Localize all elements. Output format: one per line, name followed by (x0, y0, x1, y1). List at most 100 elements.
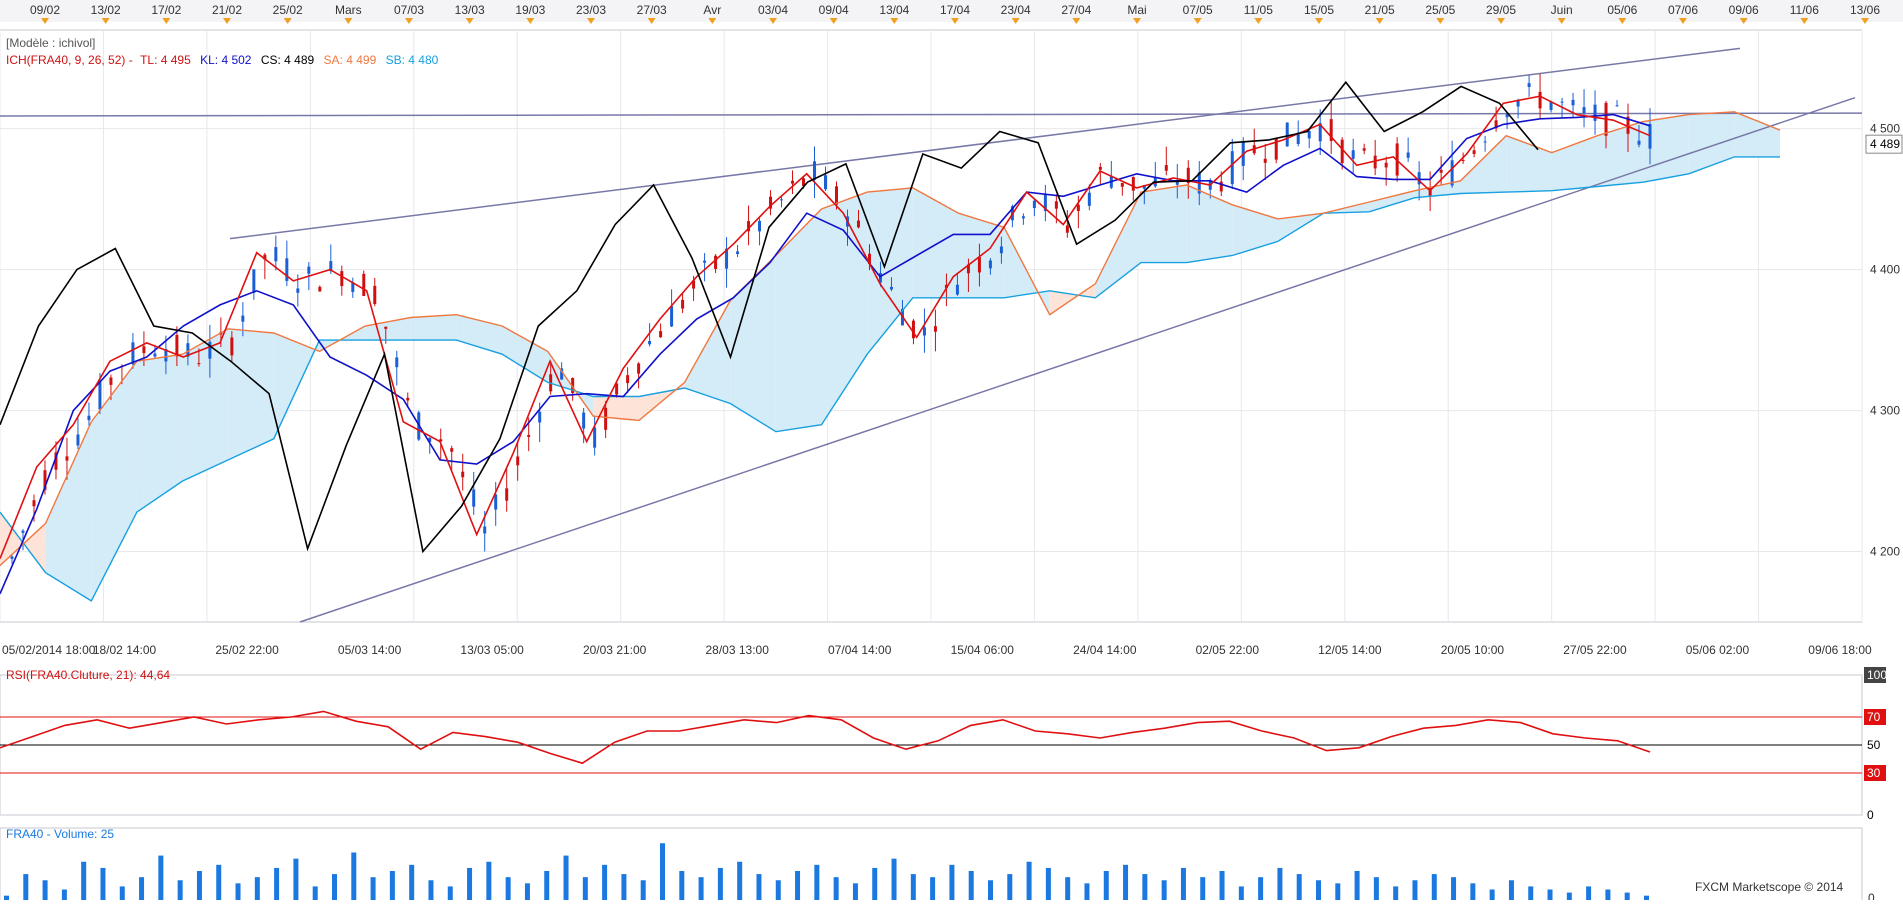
volume-bar (312, 886, 318, 905)
horizontal-resistance-line[interactable] (0, 112, 1863, 117)
kijun-line (0, 113, 1651, 595)
candle-body (208, 341, 212, 359)
candle-body (988, 260, 992, 269)
cloud-segment (410, 314, 457, 341)
candle-body (1483, 141, 1487, 143)
volume-bar (1644, 895, 1649, 905)
event-marker-icon[interactable] (223, 18, 231, 24)
candle-body (944, 284, 948, 289)
event-marker-icon[interactable] (647, 18, 656, 24)
volume-bar (910, 874, 916, 905)
volume-bar (216, 864, 222, 905)
volume-bar (660, 843, 665, 905)
event-marker-icon[interactable] (1254, 18, 1263, 24)
x-tick-label: 27/05 22:00 (1563, 643, 1627, 657)
top-date-label: 13/04 (879, 3, 909, 17)
event-marker-icon[interactable] (1618, 18, 1627, 24)
candle-body (1406, 152, 1410, 158)
volume-bar (1335, 883, 1341, 905)
event-marker-icon[interactable] (890, 18, 899, 24)
cloud-segment (502, 326, 548, 383)
top-date-label: 27/03 (637, 3, 667, 17)
event-marker-icon[interactable] (465, 18, 474, 24)
event-marker-icon[interactable] (769, 18, 777, 24)
top-date-label: Mars (335, 3, 362, 17)
event-marker-icon[interactable] (1011, 18, 1020, 24)
cloud-segment (1004, 227, 1050, 315)
event-marker-icon[interactable] (1800, 18, 1809, 24)
rsi-level-tag (1864, 667, 1886, 683)
volume-bar (505, 877, 511, 905)
event-marker-icon[interactable] (951, 18, 959, 24)
event-marker-icon[interactable] (1375, 18, 1384, 24)
tenkan-line (0, 95, 1651, 559)
y-tick-label: 4 200 (1870, 545, 1900, 559)
candle-body (10, 556, 14, 559)
volume-bar (428, 880, 434, 905)
trendlines[interactable] (0, 47, 1863, 623)
candle-body (714, 255, 718, 269)
volume-bar (1200, 877, 1206, 905)
x-tick-label: 05/06 02:00 (1686, 643, 1750, 657)
volume-bar (1489, 889, 1495, 905)
event-marker-icon[interactable] (1679, 18, 1687, 24)
candle-body (637, 363, 641, 374)
top-date-label: 03/04 (758, 3, 788, 17)
event-marker-icon[interactable] (344, 18, 353, 24)
cloud-segment (1597, 121, 1644, 187)
candle-body (351, 282, 355, 293)
rsi-level-tag (1864, 709, 1886, 725)
volume-bar (621, 874, 627, 905)
model-label: [Modèle : ichivol] (6, 36, 96, 50)
cloud-segment (730, 255, 776, 432)
candle-body (1582, 107, 1586, 114)
event-marker-icon[interactable] (1072, 18, 1081, 24)
cloud-segment (1506, 135, 1552, 193)
senkou-b-line (0, 156, 1780, 602)
event-marker-icon[interactable] (587, 18, 595, 24)
event-marker-icon[interactable] (829, 18, 838, 24)
candle-body (1417, 172, 1421, 185)
volume-bar (833, 877, 839, 905)
candle-body (131, 342, 135, 365)
volume-tick-label: 0 (1868, 891, 1875, 900)
candle-body (1230, 151, 1234, 185)
event-marker-icon[interactable] (1133, 18, 1141, 24)
event-marker-icon[interactable] (1739, 18, 1748, 24)
event-marker-icon[interactable] (1497, 18, 1505, 24)
volume-bar (177, 880, 183, 905)
top-date-label: 07/06 (1668, 3, 1698, 17)
volume-bar (1142, 874, 1148, 905)
event-marker-icon[interactable] (1315, 18, 1323, 24)
volume-bar (524, 883, 530, 905)
event-marker-icon[interactable] (283, 18, 292, 24)
top-date-label: 07/03 (394, 3, 424, 17)
event-marker-icon[interactable] (1861, 18, 1869, 24)
event-marker-icon[interactable] (101, 18, 110, 24)
candle-body (1549, 101, 1553, 110)
event-marker-icon[interactable] (1193, 18, 1202, 24)
event-marker-icon[interactable] (526, 18, 535, 24)
event-marker-icon[interactable] (41, 18, 49, 24)
upper-trendline[interactable] (229, 47, 1741, 240)
candle-body (1373, 155, 1377, 169)
event-marker-icon[interactable] (162, 18, 171, 24)
candle-body (670, 306, 674, 327)
rsi-panel: 0 30 50 70 100 (0, 667, 1887, 823)
candle-body (142, 346, 146, 354)
event-marker-icon[interactable] (1436, 18, 1445, 24)
volume-bar (1277, 867, 1283, 905)
lower-trendline[interactable] (299, 96, 1856, 623)
event-marker-icon[interactable] (405, 18, 413, 24)
ichimoku-legend: ICH(FRA40, 9, 26, 52) - TL: 4 495 KL: 4 … (6, 53, 438, 67)
volume-bar (100, 867, 106, 905)
event-marker-icon[interactable] (708, 18, 717, 24)
event-marker-icon[interactable] (1557, 18, 1566, 24)
candle-body (1439, 169, 1443, 173)
candle-body (1472, 150, 1476, 154)
candle-body (1164, 165, 1168, 171)
volume-bar (602, 864, 608, 905)
top-date-label: 21/02 (212, 3, 242, 17)
candle-body (1065, 225, 1069, 233)
candle-body (681, 299, 685, 309)
